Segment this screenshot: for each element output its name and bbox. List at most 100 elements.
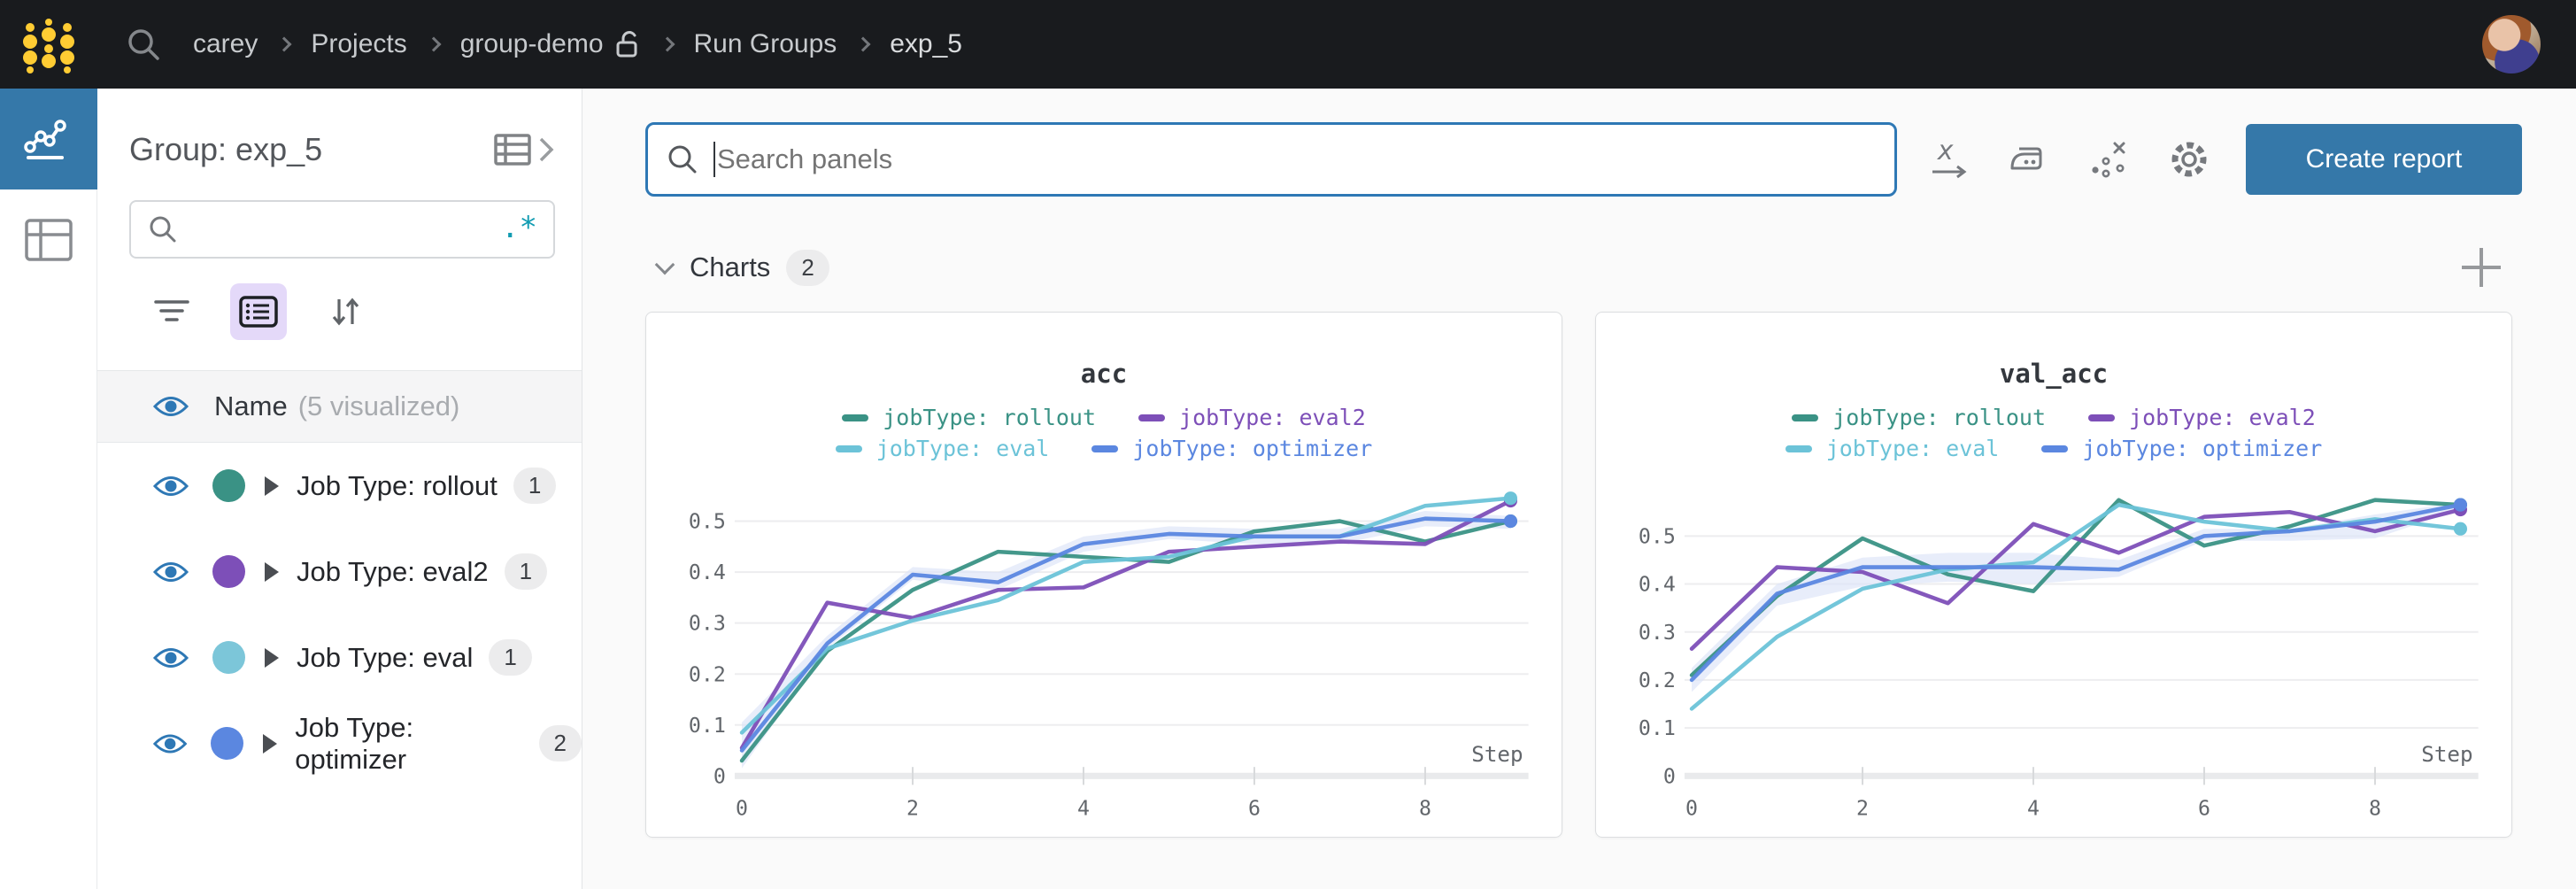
runs-table-icon xyxy=(494,134,531,166)
run-search-input[interactable] xyxy=(191,214,502,244)
wandb-logo-icon[interactable] xyxy=(19,15,78,73)
chart-panel[interactable]: acc jobType: rollout jobType: eval2 jobType… xyxy=(645,312,1562,838)
charts-count-badge: 2 xyxy=(786,249,829,286)
svg-text:0.3: 0.3 xyxy=(689,612,726,636)
svg-text:0: 0 xyxy=(736,797,748,821)
add-panel-button[interactable] xyxy=(2462,248,2501,287)
chart-panel[interactable]: val_acc jobType: rollout jobType: eval2 job… xyxy=(1595,312,2512,838)
svg-text:0.4: 0.4 xyxy=(689,560,726,584)
top-navigation-bar: carey Projects group-demo Run Groups exp… xyxy=(0,0,2576,89)
visibility-eye-icon[interactable] xyxy=(152,559,189,585)
legend-label: jobType: eval2 xyxy=(2129,405,2316,430)
sort-icon xyxy=(332,298,359,326)
legend-item[interactable]: jobType: eval2 xyxy=(2088,405,2316,430)
legend-marker xyxy=(1091,444,1119,452)
legend-marker xyxy=(2088,414,2116,421)
list-view-icon xyxy=(239,296,278,328)
workspace-settings-button[interactable] xyxy=(2166,136,2212,182)
svg-text:0.1: 0.1 xyxy=(1639,716,1676,740)
regex-toggle-icon[interactable]: .* xyxy=(501,210,537,245)
chevron-right-icon xyxy=(539,137,554,162)
svg-text:4: 4 xyxy=(2027,797,2040,821)
legend-item[interactable]: jobType: optimizer xyxy=(1091,436,1372,461)
run-group-row[interactable]: Job Type: rollout 1 xyxy=(97,443,582,529)
global-search-icon[interactable] xyxy=(124,25,163,64)
workspace-charts-tab[interactable] xyxy=(0,89,97,189)
expand-caret-icon[interactable] xyxy=(265,647,279,668)
user-avatar[interactable] xyxy=(2482,15,2541,73)
legend-item[interactable]: jobType: eval xyxy=(1785,436,2000,461)
run-list-controls xyxy=(143,283,582,340)
legend-label: jobType: eval xyxy=(1825,436,2000,461)
run-count-badge: 1 xyxy=(489,639,532,676)
exclude-outliers-icon xyxy=(2092,142,2125,178)
legend-label: jobType: eval2 xyxy=(1179,405,1366,430)
svg-text:0.3: 0.3 xyxy=(1639,621,1676,645)
legend-marker xyxy=(842,414,869,421)
group-title: Group: exp_5 xyxy=(129,131,323,167)
x-axis-settings-button[interactable]: x xyxy=(1927,136,1973,182)
run-group-list: Job Type: rollout 1 Job Type: eval2 1 Job Ty… xyxy=(97,443,582,786)
breadcrumb-run-groups[interactable]: Run Groups xyxy=(693,29,837,58)
chart-plot-area[interactable]: 0 0.1 0.2 0.3 0.4 0.5 0 2 4 6 8 Step xyxy=(657,474,1551,840)
run-count-badge: 2 xyxy=(538,725,582,761)
svg-text:0.2: 0.2 xyxy=(689,662,726,686)
run-group-label: Job Type: eval xyxy=(297,641,474,673)
content-area: Group: exp_5 xyxy=(0,89,2576,889)
create-report-button[interactable]: Create report xyxy=(2246,124,2522,195)
breadcrumb-entity[interactable]: carey xyxy=(193,29,258,58)
run-group-row[interactable]: Job Type: eval2 1 xyxy=(97,529,582,615)
breadcrumb-projects[interactable]: Projects xyxy=(311,29,407,58)
svg-text:0.2: 0.2 xyxy=(1639,669,1676,692)
charts-section-header: Charts 2 xyxy=(645,248,2522,287)
chart-legend: jobType: rollout jobType: eval2 jobType: e… xyxy=(714,405,1493,461)
run-color-dot xyxy=(212,469,245,502)
run-list-header: Name (5 visualized) xyxy=(97,370,582,443)
visualized-count-label: (5 visualized) xyxy=(297,390,460,421)
chart-title: val_acc xyxy=(1999,359,2109,389)
svg-text:8: 8 xyxy=(2369,797,2381,821)
filter-icon xyxy=(154,300,189,321)
legend-marker xyxy=(1138,414,1166,421)
breadcrumb-separator-icon xyxy=(855,36,871,52)
expand-caret-icon[interactable] xyxy=(265,475,279,496)
visibility-eye-icon[interactable] xyxy=(152,645,189,671)
legend-item[interactable]: jobType: optimizer xyxy=(2041,436,2322,461)
breadcrumb: carey Projects group-demo Run Groups exp… xyxy=(193,29,962,59)
svg-text:x: x xyxy=(1936,136,1954,166)
unlocked-icon xyxy=(616,31,636,58)
collapse-section-icon[interactable] xyxy=(654,254,675,275)
legend-item[interactable]: jobType: rollout xyxy=(1792,405,2046,430)
breadcrumb-project[interactable]: group-demo xyxy=(459,29,604,58)
svg-text:0: 0 xyxy=(1685,797,1698,821)
search-icon xyxy=(668,145,697,174)
filter-runs-button[interactable] xyxy=(143,283,200,340)
run-search-box: .* xyxy=(129,200,555,259)
visibility-eye-icon[interactable] xyxy=(152,393,189,420)
breadcrumb-separator-icon xyxy=(426,36,442,52)
run-color-dot xyxy=(211,727,244,760)
run-group-row[interactable]: Job Type: optimizer 2 xyxy=(97,700,582,786)
smoothing-button[interactable] xyxy=(2007,136,2053,182)
group-view-button[interactable] xyxy=(230,283,287,340)
chart-title: acc xyxy=(1080,359,1128,389)
gear-icon xyxy=(2171,142,2207,177)
run-color-dot xyxy=(212,555,245,588)
visibility-eye-icon[interactable] xyxy=(152,731,188,757)
panel-search-input[interactable] xyxy=(717,143,1877,175)
legend-item[interactable]: jobType: eval xyxy=(835,436,1049,461)
outliers-button[interactable] xyxy=(2086,136,2133,182)
breadcrumb-group[interactable]: exp_5 xyxy=(890,29,962,58)
chart-plot-area[interactable]: 0 0.1 0.2 0.3 0.4 0.5 0 2 4 6 8 Step xyxy=(1607,474,2501,840)
line-chart-icon xyxy=(24,120,66,159)
visibility-eye-icon[interactable] xyxy=(152,473,189,499)
run-group-row[interactable]: Job Type: eval 1 xyxy=(97,615,582,700)
legend-item[interactable]: jobType: rollout xyxy=(842,405,1096,430)
runs-table-tab[interactable] xyxy=(0,189,97,290)
sort-runs-button[interactable] xyxy=(317,283,374,340)
expand-caret-icon[interactable] xyxy=(265,561,279,582)
expand-caret-icon[interactable] xyxy=(263,733,278,754)
legend-item[interactable]: jobType: eval2 xyxy=(1138,405,1366,430)
expand-runs-table-button[interactable] xyxy=(493,133,555,166)
legend-marker xyxy=(1792,414,1819,421)
